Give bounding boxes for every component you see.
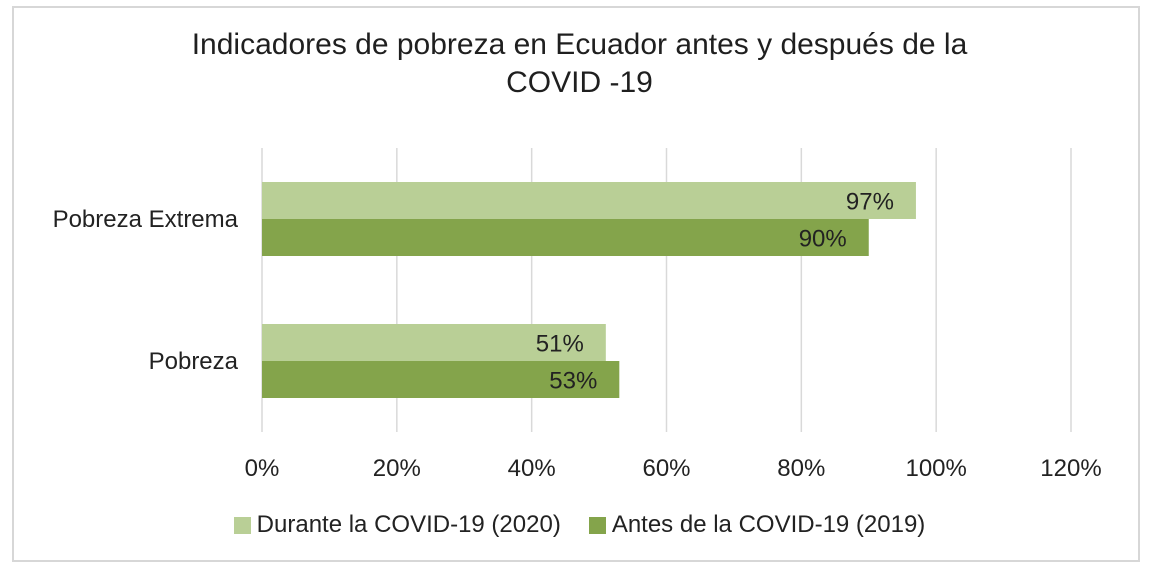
legend-swatch (233, 516, 251, 534)
chart-legend: Durante la COVID-19 (2020) Antes de la CO… (0, 510, 1159, 540)
legend-item: Durante la COVID-19 (2020) (233, 510, 561, 540)
data-label: 51% (536, 331, 584, 358)
axes: 0% 20% 40% 60% 80% 100% 120% Pobreza Extrema Pob… (53, 206, 1102, 482)
bar (262, 324, 606, 361)
legend-label: Durante la COVID-19 (2020) (256, 511, 561, 538)
bar (262, 219, 869, 256)
data-label: 97% (846, 189, 894, 216)
x-tick-label: 100% (905, 455, 966, 482)
chart-title-line-2: COVID -19 (506, 66, 653, 99)
y-category-label: Pobreza Extrema (53, 206, 239, 233)
bar (262, 361, 620, 398)
x-tick-label: 80% (777, 455, 825, 482)
chart-title: Indicadores de pobreza en Ecuador antes … (0, 26, 1159, 102)
data-label: 53% (549, 368, 597, 395)
x-tick-label: 40% (508, 455, 556, 482)
chart-title-line-1: Indicadores de pobreza en Ecuador antes … (191, 28, 968, 61)
x-tick-label: 60% (642, 455, 690, 482)
x-tick-label: 20% (373, 455, 421, 482)
bar (262, 182, 916, 219)
legend-item: Antes de la COVID-19 (2019) (588, 510, 926, 540)
data-label: 90% (799, 226, 847, 253)
chart-frame (12, 6, 1140, 562)
legend-label: Antes de la COVID-19 (2019) (611, 511, 926, 538)
bars (262, 182, 916, 398)
x-tick-label: 120% (1040, 455, 1101, 482)
x-tick-label: 0% (245, 455, 280, 482)
data-labels: 97% 90% 51% 53% (536, 189, 894, 395)
legend-swatch (588, 516, 606, 534)
y-category-label: Pobreza (149, 348, 239, 375)
